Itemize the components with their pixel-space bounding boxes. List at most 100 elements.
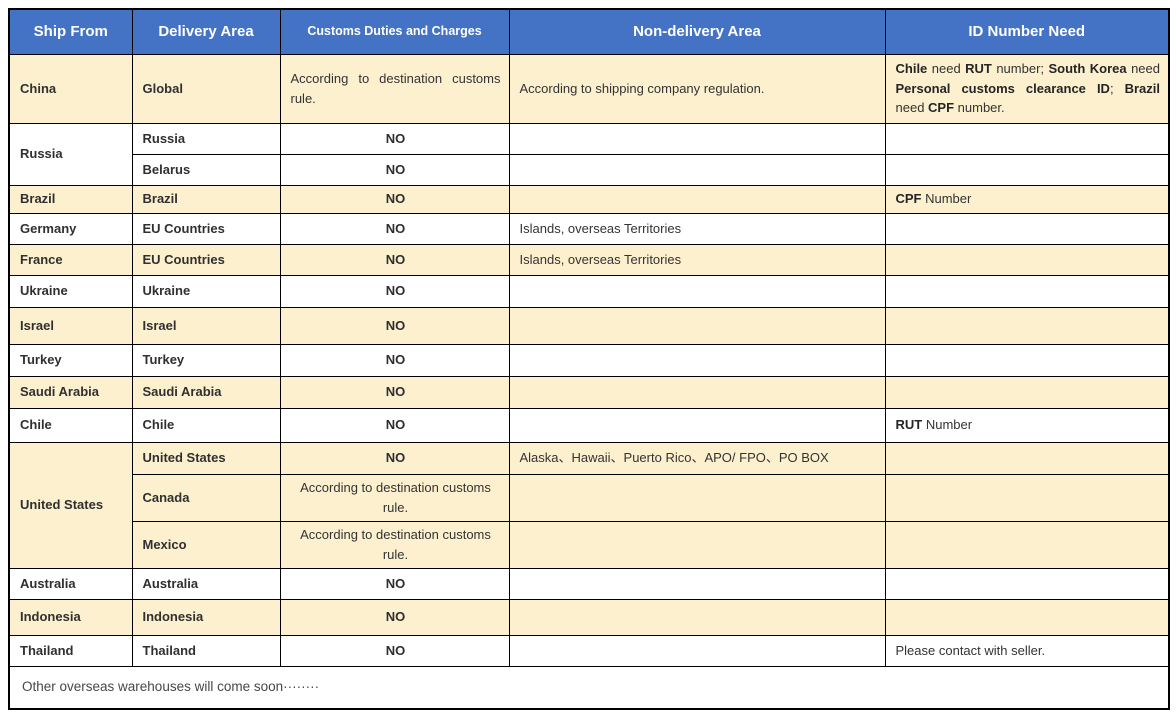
text-segment: RUT [965,61,992,77]
footer-note: Other overseas warehouses will come soon… [8,665,1170,710]
text-segment: CPF [895,191,922,207]
cell-brazil-id-need: CPF Number [884,184,1170,214]
cell-thailand-ship-from: Thailand [8,634,133,667]
cell-saudi-ship-from: Saudi Arabia [8,375,133,409]
header-id-number-need: ID Number Need [884,8,1170,55]
cell-ukraine-customs: NO [279,274,510,308]
row-ukraine: Ukraine Ukraine NO [8,274,1170,308]
cell-belarus-non-delivery-empty [508,153,886,186]
cell-russia-customs: NO [279,122,510,155]
text-segment: number. [954,100,1005,116]
cell-mexico-delivery-area: Mexico [131,520,281,569]
row-australia: Australia Australia NO [8,567,1170,600]
row-thailand: Thailand Thailand NO Please contact with… [8,634,1170,667]
row-germany: Germany EU Countries NO Islands, oversea… [8,212,1170,245]
cell-china-customs: According to destination customs rule. [279,53,510,124]
row-footer-note: Other overseas warehouses will come soon… [8,665,1170,710]
cell-thailand-non-delivery-empty [508,634,886,667]
header-ship-from: Ship From [8,8,133,55]
cell-chile-customs: NO [279,407,510,443]
cell-germany-delivery-area: EU Countries [131,212,281,245]
cell-france-id-need-empty [884,243,1170,276]
cell-ukraine-delivery-area: Ukraine [131,274,281,308]
cell-germany-ship-from: Germany [8,212,133,245]
cell-israel-customs: NO [279,306,510,345]
cell-germany-customs: NO [279,212,510,245]
cell-indonesia-ship-from: Indonesia [8,598,133,636]
cell-saudi-delivery-area: Saudi Arabia [131,375,281,409]
header-row: Ship From Delivery Area Customs Duties a… [8,8,1170,55]
cell-mexico-id-need-empty [884,520,1170,569]
text-segment: RUT [895,417,923,433]
cell-france-ship-from: France [8,243,133,276]
cell-indonesia-customs: NO [279,598,510,636]
row-saudi-arabia: Saudi Arabia Saudi Arabia NO [8,375,1170,409]
cell-thailand-delivery-area: Thailand [131,634,281,667]
row-turkey: Turkey Turkey NO [8,343,1170,377]
cell-chile-non-delivery-empty [508,407,886,443]
cell-ukraine-id-need-empty [884,274,1170,308]
cell-belarus-customs: NO [279,153,510,186]
text-segment: Number [922,417,973,433]
cell-indonesia-non-delivery-empty [508,598,886,636]
cell-us-delivery-area: United States [131,441,281,475]
text-segment: Brazil [1124,80,1160,96]
row-indonesia: Indonesia Indonesia NO [8,598,1170,636]
cell-france-delivery-area: EU Countries [131,243,281,276]
cell-thailand-id-need: Please contact with seller. [884,634,1170,667]
cell-us-id-need-empty [884,441,1170,475]
cell-australia-id-need-empty [884,567,1170,600]
cell-australia-delivery-area: Australia [131,567,281,600]
cell-thailand-customs: NO [279,634,510,667]
cell-ukraine-ship-from: Ukraine [8,274,133,308]
cell-canada-delivery-area: Canada [131,473,281,522]
cell-australia-ship-from: Australia [8,567,133,600]
text-segment: need [927,61,966,77]
cell-us-non-delivery: Alaska、Hawaii、Puerto Rico、APO/ FPO、PO BO… [508,441,886,475]
cell-turkey-customs: NO [279,343,510,377]
row-belarus: Belarus NO [9,153,1170,186]
cell-turkey-id-need-empty [884,343,1170,377]
cell-australia-non-delivery-empty [508,567,886,600]
row-brazil: Brazil Brazil NO CPF Number [8,184,1170,214]
text-segment: Chile [895,61,928,77]
cell-canada-non-delivery-empty [508,473,886,522]
cell-israel-ship-from: Israel [8,306,133,345]
cell-belarus-id-need-empty [884,153,1170,186]
cell-israel-delivery-area: Israel [131,306,281,345]
cell-belarus-delivery-area: Belarus [131,153,281,186]
row-israel: Israel Israel NO [8,306,1170,345]
cell-brazil-delivery-area: Brazil [131,184,281,214]
text-segment: Personal customs clearance ID [895,80,1110,96]
row-russia: Russia Russia NO [8,122,1170,186]
cell-germany-non-delivery: Islands, overseas Territories [508,212,886,245]
cell-china-delivery-area: Global [131,53,281,124]
row-chile: Chile Chile NO RUT Number [8,407,1170,443]
cell-brazil-ship-from: Brazil [8,184,133,214]
cell-russia-delivery-area: Russia [131,122,281,155]
cell-us-ship-from: United States [8,441,133,569]
shipping-info-table: Ship From Delivery Area Customs Duties a… [8,8,1170,710]
text-segment: ; [1109,80,1125,96]
cell-brazil-customs: NO [279,184,510,214]
cell-china-id-need: Chile need RUT number; South Korea need … [884,53,1170,124]
text-segment: Number [921,191,972,207]
header-non-delivery-area: Non-delivery Area [508,8,886,55]
cell-canada-id-need-empty [884,473,1170,522]
row-canada: Canada According to destination customs … [9,473,1170,522]
cell-saudi-id-need-empty [884,375,1170,409]
row-france: France EU Countries NO Islands, overseas… [8,243,1170,276]
cell-mexico-non-delivery-empty [508,520,886,569]
header-customs-duties: Customs Duties and Charges [279,8,510,55]
row-china: China Global According to destination cu… [8,53,1170,124]
cell-china-non-delivery: According to shipping company regulation… [508,53,886,124]
cell-indonesia-delivery-area: Indonesia [131,598,281,636]
cell-germany-id-need-empty [884,212,1170,245]
cell-turkey-ship-from: Turkey [8,343,133,377]
text-segment: South Korea [1048,61,1127,77]
cell-mexico-customs: According to destination customs rule. [279,520,510,569]
cell-china-ship-from: China [8,53,133,124]
text-segment: need [1126,61,1160,77]
cell-russia-id-need-empty [884,122,1170,155]
